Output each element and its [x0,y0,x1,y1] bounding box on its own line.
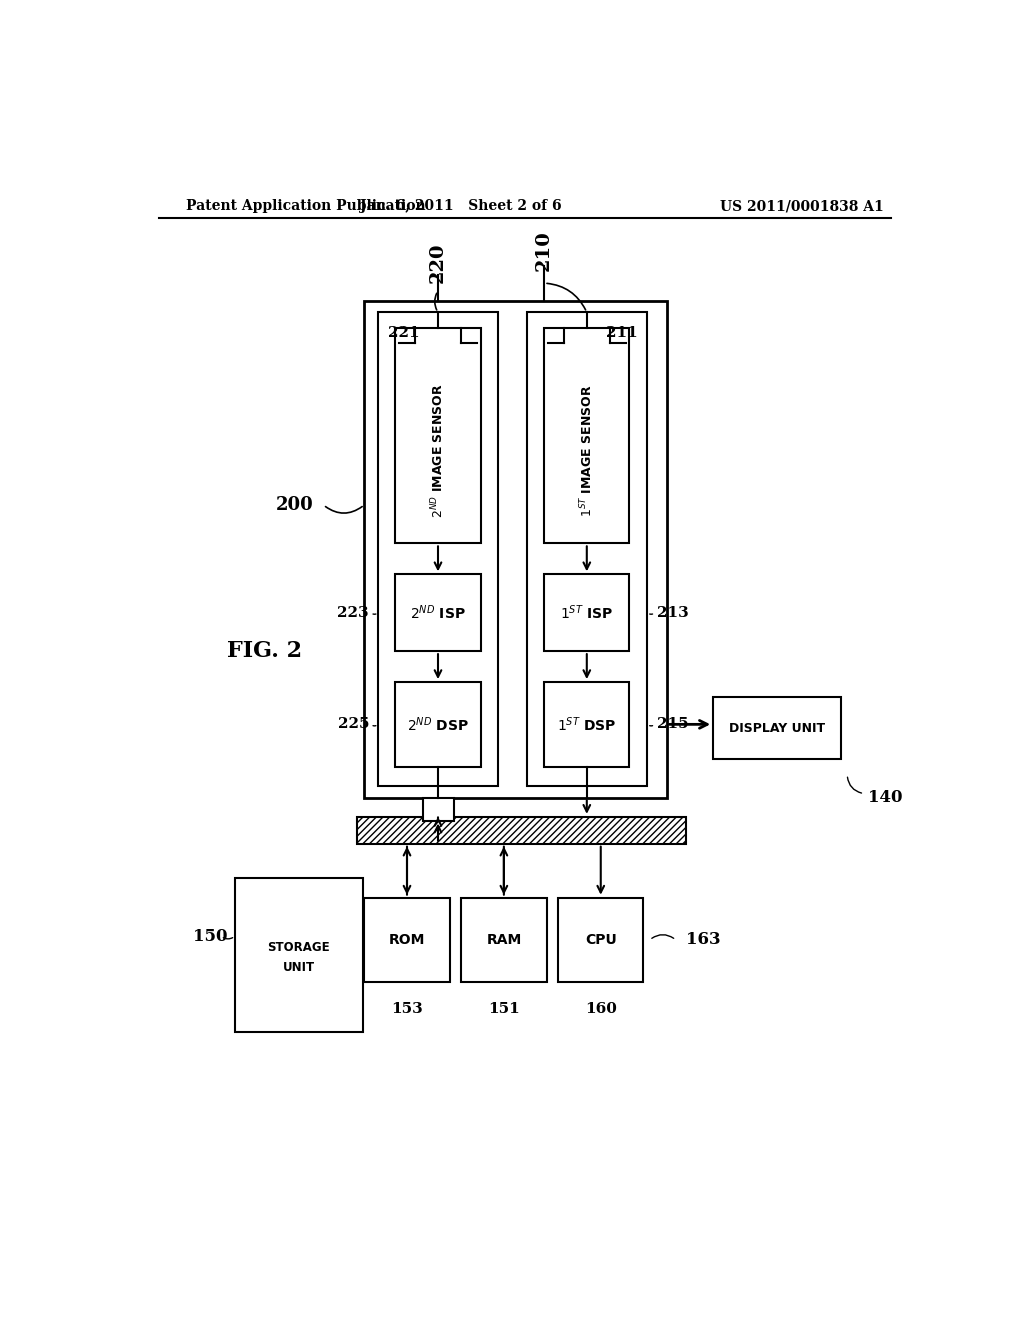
Text: 213: 213 [656,606,688,619]
Text: 225: 225 [338,717,369,731]
Text: $2^{ND}$ IMAGE SENSOR: $2^{ND}$ IMAGE SENSOR [430,384,446,519]
Text: DISPLAY UNIT: DISPLAY UNIT [729,722,825,735]
Text: Patent Application Publication: Patent Application Publication [186,199,426,213]
Bar [356,817,686,843]
Text: US 2011/0001838 A1: US 2011/0001838 A1 [720,199,884,213]
Text: ROM: ROM [389,933,425,946]
Text: $1^{ST}$ IMAGE SENSOR: $1^{ST}$ IMAGE SENSOR [579,384,595,517]
Text: $2^{ND}$ ISP: $2^{ND}$ ISP [411,603,466,622]
Bar [461,898,547,982]
Text: 221: 221 [388,326,419,341]
Bar [234,878,362,1032]
Bar [395,574,480,651]
Text: 151: 151 [488,1002,520,1016]
Text: $1^{ST}$ ISP: $1^{ST}$ ISP [560,603,613,622]
Bar [423,797,454,821]
Text: 223: 223 [337,606,369,619]
Text: STORAGE: STORAGE [267,941,330,954]
Text: 211: 211 [606,326,638,341]
Text: Jan. 6, 2011   Sheet 2 of 6: Jan. 6, 2011 Sheet 2 of 6 [360,199,562,213]
Bar [558,898,643,982]
Text: 153: 153 [391,1002,423,1016]
Text: FIG. 2: FIG. 2 [227,640,302,663]
Text: 220: 220 [429,242,447,282]
Bar [544,682,630,767]
Text: 200: 200 [276,496,314,513]
Bar [365,301,667,797]
Text: $2^{ND}$ DSP: $2^{ND}$ DSP [407,715,469,734]
Text: $1^{ST}$ DSP: $1^{ST}$ DSP [557,715,616,734]
Bar [395,327,480,544]
Text: UNIT: UNIT [283,961,315,974]
Bar [527,313,647,785]
Text: RAM: RAM [486,933,521,946]
Text: 150: 150 [193,928,227,945]
Bar [544,574,630,651]
Text: 215: 215 [656,717,688,731]
Bar [713,697,841,759]
Text: CPU: CPU [585,933,616,946]
Text: 210: 210 [536,231,553,271]
Bar [378,313,499,785]
Text: 163: 163 [686,932,721,949]
Text: 140: 140 [868,789,902,807]
Text: 160: 160 [585,1002,616,1016]
Bar [395,682,480,767]
Bar [544,327,630,544]
Bar [365,898,450,982]
